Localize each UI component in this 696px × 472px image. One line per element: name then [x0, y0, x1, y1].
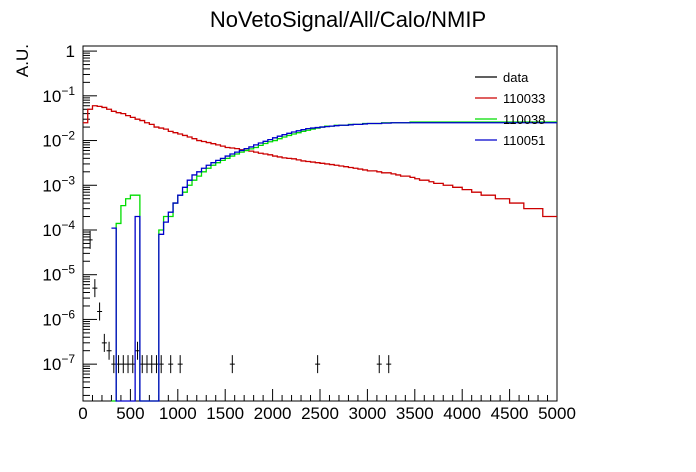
data-point — [106, 341, 112, 360]
y-tick-label: 10−6 — [42, 307, 75, 329]
data-point — [177, 355, 183, 374]
y-tick-label: 10−4 — [42, 218, 75, 240]
x-tick-label: 500 — [116, 404, 144, 423]
data-point — [315, 355, 321, 374]
legend-label: 110033 — [503, 91, 545, 106]
series-layer — [83, 105, 557, 402]
x-tick-label: 0 — [78, 404, 87, 423]
data-point — [92, 279, 98, 298]
x-tick-label: 4000 — [443, 404, 481, 423]
data-point — [153, 355, 159, 374]
series-110051 — [111, 122, 557, 402]
data-point — [120, 355, 126, 374]
x-tick-label: 4500 — [491, 404, 529, 423]
x-tick-label: 5000 — [538, 404, 576, 423]
series-110033 — [83, 105, 557, 218]
data-point — [144, 355, 150, 374]
y-tick-label: 10−3 — [42, 173, 75, 195]
y-tick-label: 10−1 — [42, 84, 75, 106]
y-tick-label: 1 — [66, 42, 75, 61]
data-point — [139, 355, 145, 374]
y-tick-label: 10−5 — [42, 263, 75, 285]
plot-frame — [82, 45, 558, 402]
data-point — [168, 355, 174, 374]
data-point — [376, 355, 382, 374]
x-tick-label: 3500 — [396, 404, 434, 423]
legend-label: 110051 — [503, 133, 545, 148]
x-tick-label: 1000 — [159, 404, 197, 423]
data-point — [229, 355, 235, 374]
x-tick-label: 3000 — [348, 404, 386, 423]
series-line-110033 — [83, 105, 557, 218]
legend-label: 110038 — [503, 112, 545, 127]
data-point — [111, 355, 117, 374]
y-axis-label: A.U. — [13, 44, 32, 77]
series-line-110051 — [111, 122, 557, 402]
data-point — [125, 355, 131, 374]
data-point — [158, 355, 164, 374]
y-tick-label: 10−7 — [42, 352, 75, 374]
series-line-110038 — [111, 121, 557, 402]
legend: data 110033 110038 110051 — [475, 70, 545, 148]
data-point — [135, 341, 141, 360]
x-tick-label: 2500 — [301, 404, 339, 423]
data-point — [87, 230, 93, 249]
y-tick-label: 10−2 — [42, 129, 75, 151]
data-point — [97, 302, 103, 321]
chart-title: NoVetoSignal/All/Calo/NMIP — [210, 7, 486, 32]
series-data — [87, 230, 392, 374]
data-point — [386, 355, 392, 374]
x-tick-label: 1500 — [206, 404, 244, 423]
data-point — [101, 333, 107, 352]
data-point — [149, 355, 155, 374]
legend-label: data — [503, 70, 529, 85]
x-tick-label: 2000 — [254, 404, 292, 423]
data-point — [130, 355, 136, 374]
x-axis: 0 500 1000 1500 2000 2500 3000 3500 4000 4500 5000 — [78, 389, 576, 423]
series-110038 — [111, 121, 557, 402]
data-point — [116, 355, 122, 374]
y-axis: 1 10−1 10−2 10−3 10−4 10−5 10−6 10−7 — [42, 42, 97, 396]
